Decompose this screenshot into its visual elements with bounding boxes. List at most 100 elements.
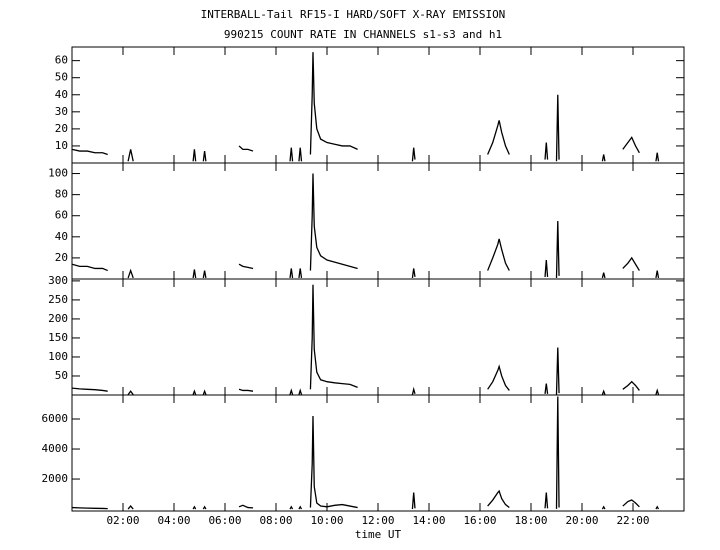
y-tick-label: 300 — [48, 274, 68, 287]
y-tick-label: 2000 — [42, 472, 69, 485]
data-line — [298, 147, 303, 162]
data-line — [309, 284, 358, 390]
y-tick-label: 40 — [55, 230, 68, 243]
data-line — [202, 150, 207, 162]
data-line — [309, 415, 358, 509]
x-tick-label: 18:00 — [514, 514, 547, 527]
data-line — [127, 268, 134, 279]
data-line — [289, 147, 294, 162]
data-line — [544, 383, 549, 394]
data-line — [72, 148, 108, 156]
data-line — [411, 492, 416, 510]
data-line — [238, 263, 254, 270]
chart-title: INTERBALL-Tail RF15-I HARD/SOFT X-RAY EM… — [201, 8, 506, 21]
data-line — [601, 505, 606, 510]
data-line — [411, 386, 416, 395]
data-line — [555, 94, 560, 162]
data-line — [555, 396, 560, 509]
chart-subtitle: 990215 COUNT RATE IN CHANNELS s1-s3 and … — [224, 28, 502, 41]
data-line — [192, 389, 197, 395]
y-tick-label: 50 — [55, 71, 68, 84]
y-tick-label: 150 — [48, 331, 68, 344]
data-line — [289, 388, 294, 395]
data-line — [655, 388, 660, 395]
data-line — [544, 259, 549, 277]
series — [72, 396, 660, 510]
y-tick-label: 6000 — [42, 412, 69, 425]
data-line — [655, 505, 660, 510]
series — [72, 173, 660, 279]
data-line — [555, 220, 560, 278]
series — [72, 284, 660, 395]
data-line — [298, 505, 303, 510]
x-tick-label: 10:00 — [310, 514, 343, 527]
data-line — [655, 152, 660, 162]
data-line — [411, 147, 416, 162]
data-line — [601, 389, 606, 395]
y-tick-label: 4000 — [42, 442, 69, 455]
x-axis-label: time UT — [355, 528, 402, 541]
x-tick-label: 02:00 — [106, 514, 139, 527]
data-line — [202, 389, 207, 395]
panel-frame — [71, 162, 685, 280]
data-line — [309, 173, 358, 271]
data-line — [192, 269, 197, 279]
data-line — [72, 387, 108, 392]
data-line — [309, 52, 358, 155]
data-line — [289, 505, 294, 510]
x-tick-label: 12:00 — [361, 514, 394, 527]
y-tick-label: 50 — [55, 369, 68, 382]
data-line — [127, 390, 134, 395]
data-line — [127, 149, 134, 162]
data-line — [192, 149, 197, 162]
data-line — [202, 270, 207, 279]
y-tick-label: 200 — [48, 312, 68, 325]
x-tick-label: 16:00 — [463, 514, 496, 527]
data-line — [298, 268, 303, 279]
y-tick-label: 20 — [55, 122, 68, 135]
panel-frame — [71, 46, 685, 164]
data-line — [238, 504, 254, 509]
x-tick-label: 06:00 — [208, 514, 241, 527]
data-line — [555, 347, 560, 395]
y-tick-label: 30 — [55, 105, 68, 118]
data-line — [202, 505, 207, 510]
x-tick-label: 08:00 — [259, 514, 292, 527]
data-line — [622, 380, 640, 391]
y-tick-label: 80 — [55, 188, 68, 201]
data-line — [487, 364, 510, 391]
data-line — [601, 154, 606, 162]
data-line — [622, 499, 640, 508]
data-line — [487, 238, 510, 271]
data-line — [544, 142, 549, 160]
x-tick-label: 14:00 — [412, 514, 445, 527]
x-tick-label: 20:00 — [565, 514, 598, 527]
data-line — [127, 505, 134, 510]
y-tick-label: 40 — [55, 88, 68, 101]
data-line — [411, 268, 416, 279]
data-line — [622, 256, 640, 271]
series — [72, 52, 660, 162]
data-line — [487, 120, 510, 155]
data-line — [601, 272, 606, 279]
y-tick-label: 100 — [48, 167, 68, 180]
x-tick-label: 22:00 — [616, 514, 649, 527]
y-tick-label: 20 — [55, 251, 68, 264]
data-line — [238, 388, 254, 392]
data-line — [72, 263, 108, 272]
data-line — [487, 489, 510, 509]
data-line — [238, 145, 254, 152]
y-tick-label: 100 — [48, 350, 68, 363]
data-line — [289, 268, 294, 279]
data-line — [192, 505, 197, 510]
data-line — [298, 388, 303, 395]
y-tick-label: 250 — [48, 293, 68, 306]
y-tick-label: 60 — [55, 209, 68, 222]
data-line — [655, 270, 660, 279]
panel-frame — [71, 278, 685, 396]
panel-frame — [71, 394, 685, 512]
data-line — [622, 136, 640, 154]
y-tick-label: 10 — [55, 139, 68, 152]
